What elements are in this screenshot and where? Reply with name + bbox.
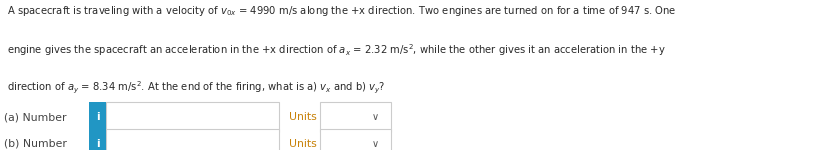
FancyBboxPatch shape [106, 129, 279, 150]
FancyBboxPatch shape [320, 102, 391, 132]
FancyBboxPatch shape [89, 129, 106, 150]
Text: i: i [96, 112, 99, 122]
FancyBboxPatch shape [106, 102, 279, 132]
Text: (b) Number: (b) Number [4, 139, 67, 149]
Text: A spacecraft is traveling with a velocity of $v_{0x}$ = 4990 m/s along the +x di: A spacecraft is traveling with a velocit… [7, 4, 676, 18]
FancyBboxPatch shape [320, 129, 391, 150]
Text: i: i [96, 139, 99, 149]
Text: Units: Units [289, 139, 317, 149]
FancyBboxPatch shape [89, 102, 106, 132]
Text: (a) Number: (a) Number [4, 112, 67, 122]
Text: Units: Units [289, 112, 317, 122]
Text: direction of $a_y$ = 8.34 m/s$^2$. At the end of the firing, what is a) $v_x$ an: direction of $a_y$ = 8.34 m/s$^2$. At th… [7, 80, 385, 96]
Text: ∨: ∨ [372, 139, 379, 149]
Text: ∨: ∨ [372, 112, 379, 122]
Text: engine gives the spacecraft an acceleration in the +x direction of $a_x$ = 2.32 : engine gives the spacecraft an accelerat… [7, 42, 666, 58]
